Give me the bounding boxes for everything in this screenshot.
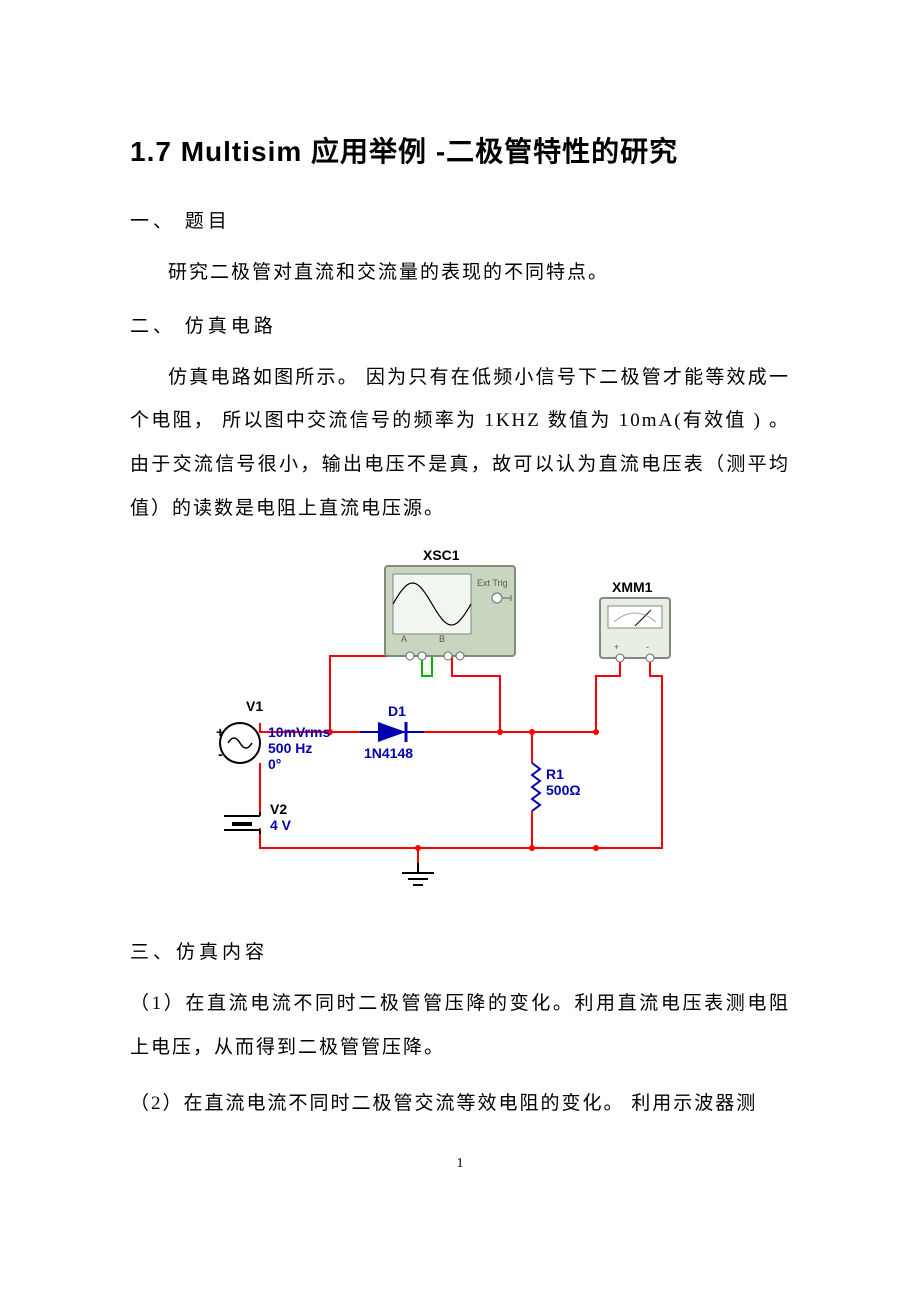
heading-sec3: 三、仿真内容 [130, 937, 790, 964]
circuit-diagram: XSC1 Ext Trig A B XMM1 + - + - V1 10mVrms500 Hz0° V… [200, 548, 720, 913]
svg-text:-: - [218, 746, 223, 762]
svg-text:XMM1: XMM1 [612, 579, 653, 595]
sec2-p1: 仿真电路如图所示。 因为只有在低频小信号下二极管才能等效成一个电阻， 所以图中交… [130, 356, 790, 531]
svg-text:XSC1: XSC1 [423, 548, 460, 563]
svg-text:V1: V1 [246, 698, 263, 714]
sec3-p2: （2）在直流电流不同时二极管交流等效电阻的变化。 利用示波器测 [130, 1082, 790, 1126]
page-number: 1 [130, 1156, 790, 1172]
sec3-p1: （1）在直流电流不同时二极管管压降的变化。利用直流电压表测电阻上电压，从而得到二… [130, 982, 790, 1069]
svg-text:D1: D1 [388, 703, 406, 719]
svg-text:V2: V2 [270, 801, 287, 817]
svg-text:+: + [614, 642, 619, 652]
svg-text:B: B [439, 634, 445, 644]
svg-text:+: + [216, 724, 224, 740]
svg-text:1N4148: 1N4148 [364, 745, 413, 761]
sec1-p1: 研究二极管对直流和交流量的表现的不同特点。 [130, 251, 790, 295]
heading-sec1: 一、 题目 [130, 206, 790, 233]
page-title: 1.7 Multisim 应用举例 -二极管特性的研究 [130, 130, 790, 170]
svg-text:4 V: 4 V [270, 817, 292, 833]
heading-sec2: 二、 仿真电路 [130, 311, 790, 338]
svg-text:0°: 0° [268, 756, 281, 772]
svg-text:-: - [646, 642, 649, 652]
svg-text:10mVrms: 10mVrms [268, 724, 330, 740]
svg-text:A: A [401, 634, 407, 644]
svg-text:R1: R1 [546, 766, 564, 782]
document-page: 1.7 Multisim 应用举例 -二极管特性的研究 一、 题目 研究二极管对… [0, 0, 920, 1212]
svg-text:Ext Trig: Ext Trig [477, 578, 508, 588]
svg-text:500Ω: 500Ω [546, 782, 581, 798]
svg-text:500 Hz: 500 Hz [268, 740, 312, 756]
